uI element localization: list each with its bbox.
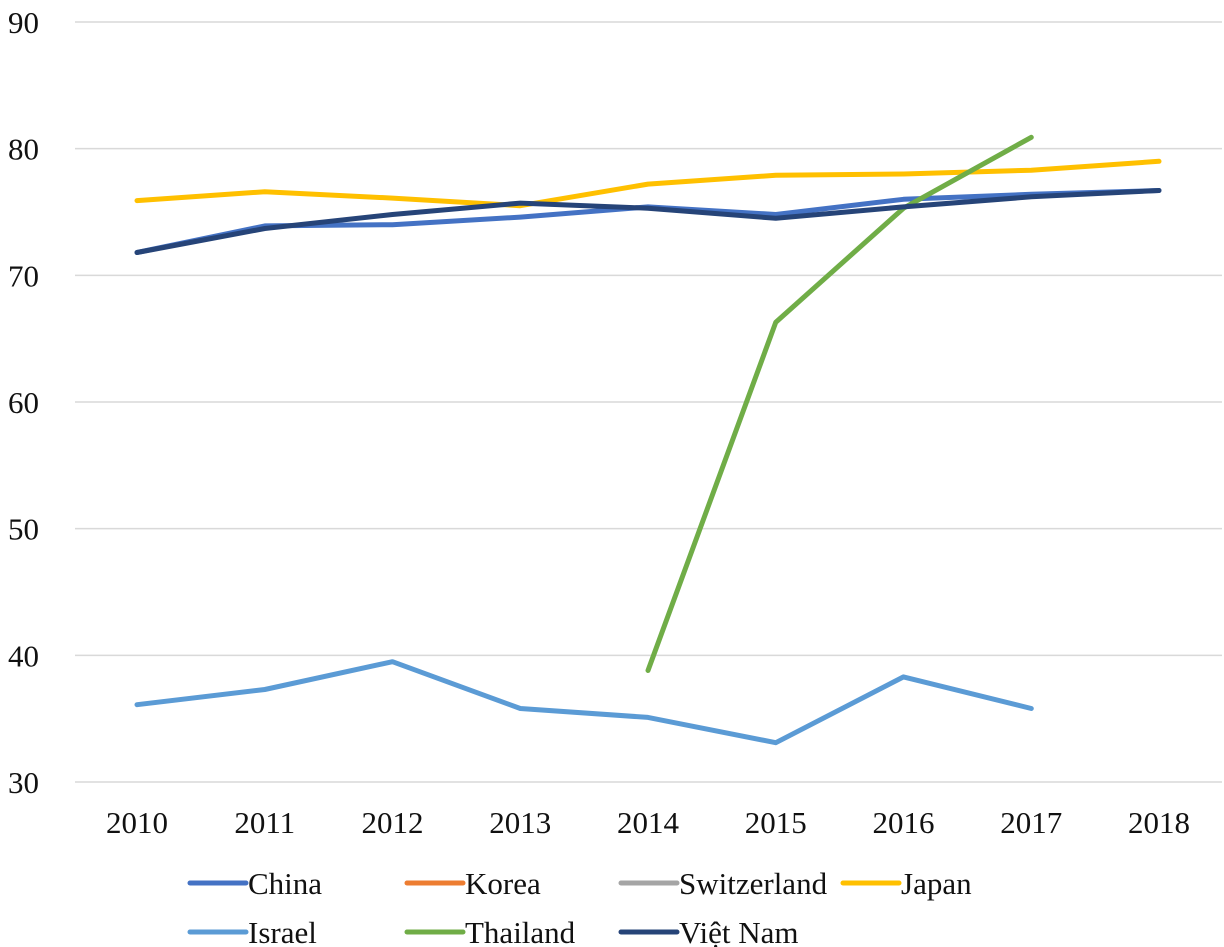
plot-area [134, 134, 1162, 746]
series-line-thailand [645, 134, 1034, 673]
legend-label-switzerland: Switzerland [679, 866, 828, 901]
y-tick-label: 60 [8, 385, 39, 420]
y-tick-label: 40 [8, 638, 39, 673]
legend-label-vi-t-nam: Việt Nam [679, 915, 799, 947]
y-tick-label: 80 [8, 132, 39, 167]
legend-label-israel: Israel [248, 915, 317, 947]
x-tick-label: 2011 [234, 805, 295, 840]
x-tick-label: 2012 [362, 805, 424, 840]
grid [75, 21, 1222, 783]
legend-label-thailand: Thailand [465, 915, 576, 947]
y-tick-label: 70 [8, 258, 39, 293]
series-line-japan [134, 158, 1162, 209]
series-line-israel [134, 659, 1034, 746]
x-tick-label: 2014 [617, 805, 680, 840]
x-axis: 2010 2011 2012 2013 2014 2015 2016 2017 2018 [106, 805, 1190, 840]
legend-label-korea: Korea [465, 866, 541, 901]
x-tick-label: 2018 [1128, 805, 1190, 840]
x-tick-label: 2017 [1000, 805, 1062, 840]
legend-label-china: China [248, 866, 322, 901]
legend-label-japan: Japan [901, 866, 972, 901]
y-tick-label: 30 [8, 765, 39, 800]
y-axis: 30 40 50 60 70 80 90 [8, 5, 39, 800]
x-tick-label: 2015 [745, 805, 807, 840]
y-tick-label: 50 [8, 512, 39, 547]
x-tick-label: 2010 [106, 805, 168, 840]
series-line-vi-t-nam [134, 188, 1162, 255]
y-tick-label: 90 [8, 5, 39, 40]
x-tick-label: 2013 [489, 805, 551, 840]
legend: China Korea Switzerland Japan Israel Thailand… [187, 866, 972, 947]
x-tick-label: 2016 [873, 805, 935, 840]
